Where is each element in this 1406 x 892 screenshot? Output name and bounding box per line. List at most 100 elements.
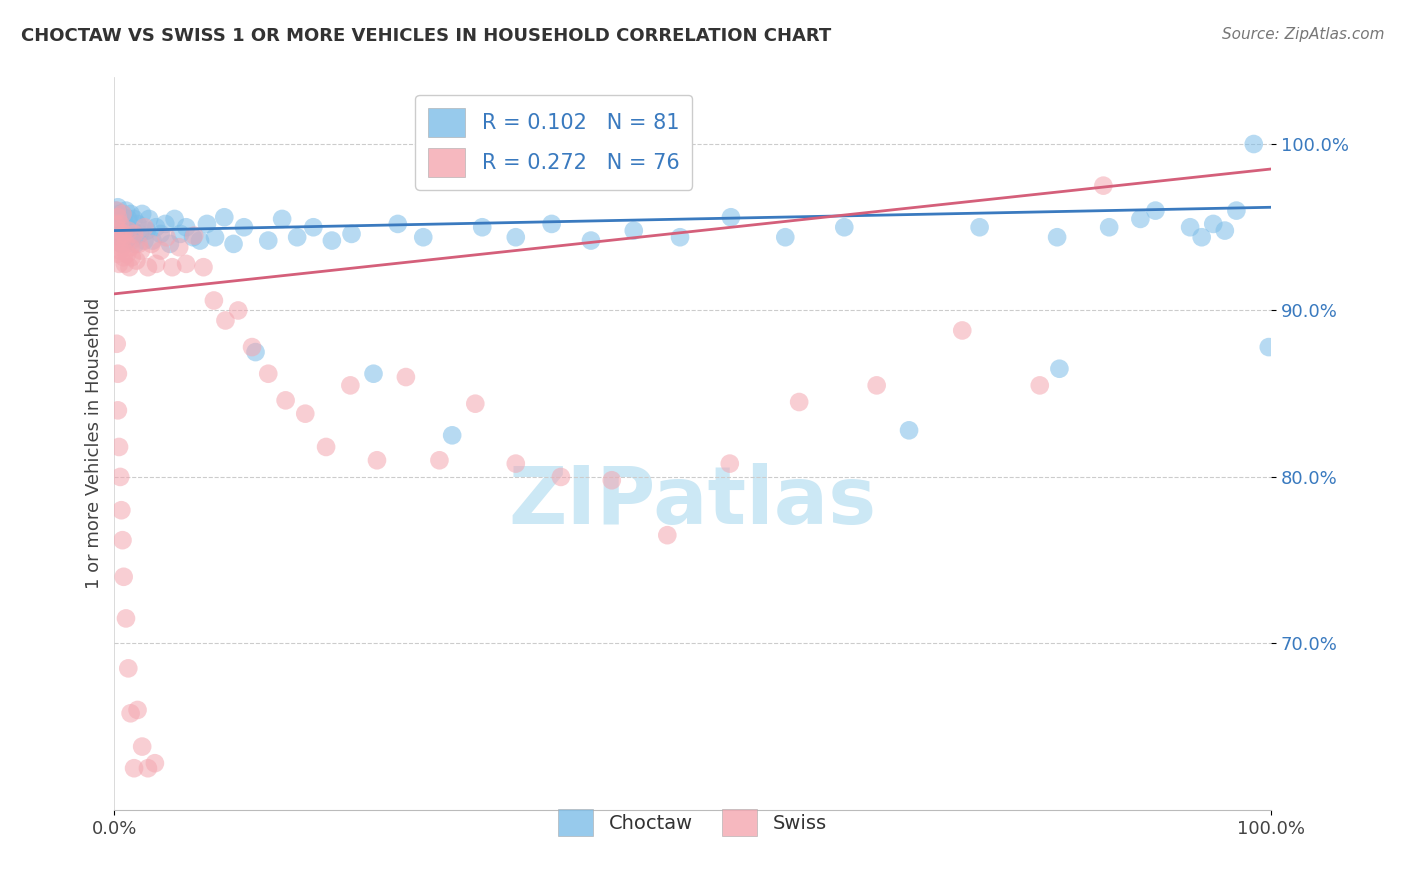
Point <box>1092 178 1115 193</box>
Point <box>108 217 131 231</box>
Point <box>340 227 363 241</box>
Y-axis label: 1 or more Vehicles in Household: 1 or more Vehicles in Household <box>86 298 103 590</box>
Point <box>108 227 131 241</box>
Point <box>121 250 143 264</box>
Point <box>339 378 361 392</box>
Point <box>898 423 921 437</box>
Point <box>127 217 149 231</box>
Point <box>412 230 434 244</box>
Point <box>122 211 145 226</box>
Point <box>471 220 494 235</box>
Point <box>145 220 167 235</box>
Point <box>107 220 129 235</box>
Point <box>222 236 245 251</box>
Point <box>136 761 159 775</box>
Point <box>285 230 308 244</box>
Point <box>105 223 128 237</box>
Point <box>108 223 131 237</box>
Point <box>118 260 141 275</box>
Point <box>142 234 165 248</box>
Text: CHOCTAW VS SWISS 1 OR MORE VEHICLES IN HOUSEHOLD CORRELATION CHART: CHOCTAW VS SWISS 1 OR MORE VEHICLES IN H… <box>21 27 831 45</box>
Point <box>124 236 146 251</box>
Point <box>112 570 135 584</box>
Point <box>136 260 159 275</box>
Point <box>155 217 177 231</box>
Point <box>115 236 138 251</box>
Point <box>550 470 572 484</box>
Point <box>464 397 486 411</box>
Point <box>149 227 172 241</box>
Point <box>1046 230 1069 244</box>
Point <box>134 220 156 235</box>
Point <box>111 533 134 548</box>
Point <box>214 313 236 327</box>
Point <box>174 257 197 271</box>
Point <box>505 230 527 244</box>
Point <box>505 457 527 471</box>
Point <box>866 378 889 392</box>
Point <box>108 230 131 244</box>
Point <box>110 217 132 231</box>
Point <box>107 200 129 214</box>
Point <box>1243 136 1265 151</box>
Point <box>366 453 388 467</box>
Point <box>108 213 131 227</box>
Point <box>294 407 316 421</box>
Point <box>1178 220 1201 235</box>
Point <box>115 247 138 261</box>
Point <box>1098 220 1121 235</box>
Point <box>395 370 418 384</box>
Point <box>174 220 197 235</box>
Point <box>111 207 134 221</box>
Point <box>112 250 135 264</box>
Point <box>271 211 294 226</box>
Point <box>114 257 136 271</box>
Point <box>775 230 797 244</box>
Point <box>1202 217 1225 231</box>
Point <box>718 457 741 471</box>
Point <box>787 395 810 409</box>
Point <box>1144 203 1167 218</box>
Point <box>1225 203 1247 218</box>
Point <box>167 240 190 254</box>
Point <box>105 203 128 218</box>
Point <box>107 211 129 225</box>
Point <box>115 203 138 218</box>
Point <box>107 403 129 417</box>
Point <box>117 661 139 675</box>
Point <box>202 293 225 308</box>
Point <box>623 223 645 237</box>
Point <box>117 223 139 237</box>
Point <box>122 227 145 241</box>
Point <box>115 234 138 248</box>
Point <box>669 230 692 244</box>
Point <box>143 756 166 771</box>
Point <box>429 453 451 467</box>
Point <box>183 228 205 243</box>
Point <box>1049 361 1071 376</box>
Point <box>108 207 131 221</box>
Point <box>274 393 297 408</box>
Point <box>112 234 135 248</box>
Point <box>1029 378 1052 392</box>
Point <box>135 223 157 237</box>
Point <box>114 223 136 237</box>
Point <box>112 211 135 225</box>
Point <box>162 260 184 275</box>
Point <box>315 440 337 454</box>
Point <box>226 303 249 318</box>
Point <box>214 211 236 225</box>
Point <box>1129 211 1152 226</box>
Point <box>111 230 134 244</box>
Point <box>105 211 128 226</box>
Point <box>540 217 562 231</box>
Point <box>257 367 280 381</box>
Point <box>134 234 156 248</box>
Point <box>110 236 132 251</box>
Point <box>188 234 211 248</box>
Point <box>120 706 142 721</box>
Point <box>257 234 280 248</box>
Point <box>122 223 145 237</box>
Point <box>129 244 152 258</box>
Point <box>108 244 131 258</box>
